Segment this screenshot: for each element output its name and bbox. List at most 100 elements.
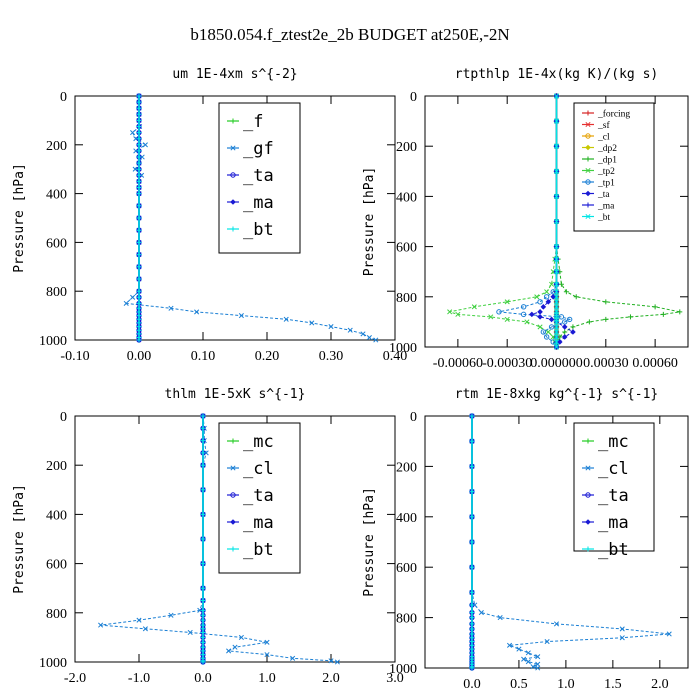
data-point — [136, 337, 142, 343]
y-tick-label: 800 — [46, 285, 67, 300]
y-tick-label: 0 — [60, 410, 67, 425]
legend-label: _ma — [598, 513, 629, 533]
legend-label: _ta — [243, 486, 274, 506]
data-point — [136, 99, 142, 105]
data-point — [537, 324, 543, 330]
data-point — [535, 654, 541, 660]
data-point — [200, 462, 206, 468]
legend-label: _bt — [243, 220, 274, 240]
x-tick-label: 2.0 — [322, 671, 340, 686]
data-point — [200, 561, 206, 567]
legend-label: _tp2 — [597, 167, 615, 177]
data-point — [136, 154, 142, 160]
plot-frame — [424, 415, 689, 669]
series-bt — [200, 413, 206, 665]
data-point — [238, 313, 244, 319]
legend-label: _cl — [243, 459, 274, 479]
legend-marker — [585, 110, 591, 116]
y-tick-label: 600 — [396, 241, 417, 256]
data-point — [544, 289, 550, 295]
x-tick-label: 0.40 — [383, 349, 408, 364]
data-point — [283, 316, 289, 322]
data-point — [562, 319, 568, 325]
x-tick-label: 0.30 — [319, 349, 344, 364]
data-point — [455, 311, 461, 317]
data-point — [264, 639, 270, 645]
data-point — [136, 93, 142, 99]
data-point — [200, 612, 206, 618]
data-point — [553, 299, 560, 305]
data-point — [469, 463, 475, 469]
legend-label: _ta — [243, 166, 274, 186]
data-point — [136, 264, 142, 270]
data-point — [524, 319, 530, 325]
data-point — [553, 256, 560, 262]
legend-label: _mc — [243, 432, 274, 452]
data-point — [136, 288, 142, 294]
data-point — [570, 324, 576, 330]
data-point — [562, 329, 568, 335]
data-point — [548, 316, 555, 323]
x-tick-label: 1.0 — [258, 671, 276, 686]
data-point — [543, 294, 550, 300]
data-point — [619, 626, 625, 632]
chart-panel-4: rtm 1E-8xkg kg^{-1} s^{-1} Pressure [hPa]… — [362, 387, 689, 692]
data-point — [520, 304, 527, 310]
data-point — [136, 148, 142, 154]
data-point — [543, 334, 550, 340]
legend: _mc _cl _ta _ma _bt — [218, 422, 301, 574]
data-point — [123, 300, 129, 306]
legend-label: _dp2 — [597, 144, 617, 154]
data-point — [136, 160, 142, 166]
y-tick-label: 400 — [46, 188, 67, 203]
legend-label: _cl — [597, 133, 610, 143]
x-tick-label: 0.0 — [463, 677, 481, 692]
data-point — [136, 185, 142, 190]
data-point — [553, 339, 560, 345]
data-point — [200, 659, 206, 665]
data-point — [360, 331, 366, 337]
data-point — [553, 324, 560, 330]
data-point — [194, 309, 200, 315]
x-tick-label: -0.00030 — [482, 356, 532, 371]
legend-label: _bt — [598, 540, 629, 560]
y-tick-label: 0 — [410, 90, 417, 105]
data-point — [469, 602, 475, 608]
y-tick-label: 200 — [396, 460, 417, 475]
data-point — [200, 617, 206, 623]
legend-label: _mc — [598, 432, 629, 452]
data-point — [535, 661, 541, 667]
data-point — [136, 294, 142, 300]
y-tick-label: 600 — [46, 236, 67, 251]
legend-label: _cl — [598, 459, 629, 479]
legend-marker — [230, 465, 236, 471]
chart-panel-3: thlm 1E-5xK s^{-1} Pressure [hPa] 0 200 400 6… — [12, 387, 404, 686]
data-point — [516, 646, 522, 652]
legend-marker — [585, 144, 591, 151]
data-point — [200, 536, 206, 542]
data-point — [290, 655, 296, 661]
x-tick-label: 1.5 — [604, 677, 622, 692]
data-point — [469, 626, 475, 632]
data-point — [136, 203, 142, 209]
data-point — [525, 650, 531, 656]
y-tick-label: 600 — [46, 558, 67, 573]
series-line — [449, 96, 557, 348]
legend-label: _forcing — [597, 109, 630, 120]
data-point — [553, 334, 560, 340]
data-point — [573, 294, 579, 300]
series-bt — [553, 93, 560, 350]
y-tick-label: 200 — [396, 140, 417, 155]
data-point — [553, 193, 560, 199]
data-point — [98, 622, 104, 628]
data-point — [136, 300, 142, 306]
data-point — [558, 314, 565, 320]
legend-marker — [230, 145, 236, 151]
legend-marker — [230, 118, 236, 124]
data-point — [469, 621, 475, 627]
data-point — [652, 304, 658, 310]
x-tick-label: 0.10 — [191, 349, 216, 364]
data-point — [469, 514, 475, 520]
legend: _f _gf _ta _ma _bt — [218, 102, 301, 254]
